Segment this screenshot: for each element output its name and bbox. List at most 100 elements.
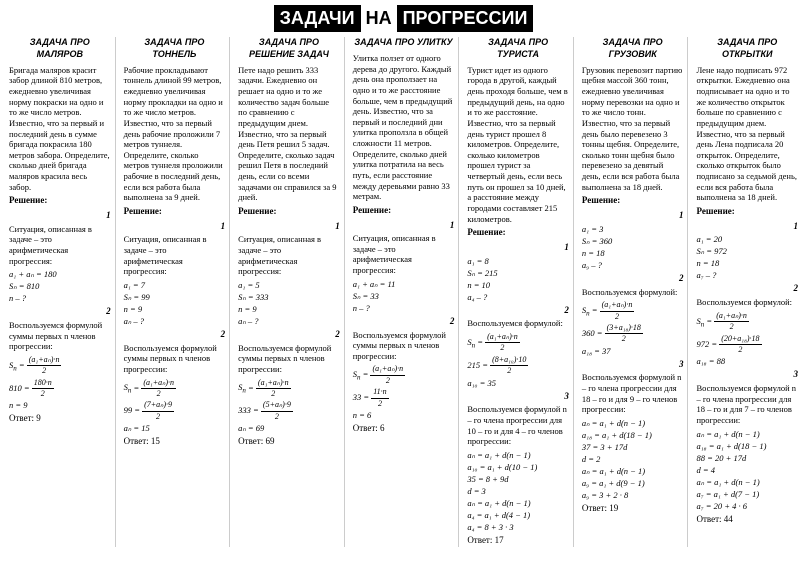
col-title: ЗАДАЧА ПРО ТУРИСТА	[467, 37, 569, 60]
f: a₁ = 7	[124, 280, 226, 291]
col-title: ЗАДАЧА ПРО МАЛЯРОВ	[9, 37, 111, 60]
f: a₉ – ?	[582, 260, 684, 271]
columns-container: ЗАДАЧА ПРО МАЛЯРОВ Бригада маляров краси…	[5, 37, 802, 546]
f: 88 = 20 + 17d	[696, 453, 798, 464]
f: n – ?	[9, 293, 111, 304]
desc: Воспользуемся формулой суммы первых n чл…	[9, 320, 111, 352]
f: aₙ = a₁ + d(n − 1)	[582, 418, 684, 429]
problem: Улитка ползет от одного дерева до другог…	[353, 53, 455, 202]
f: a₁₈ = a₁ + d(18 − 1)	[696, 441, 798, 452]
f: a₁₈ = 88	[696, 356, 798, 367]
f: Sₙ = 215	[467, 268, 569, 279]
f: n = 10	[467, 280, 569, 291]
desc: Воспользуемся формулой:	[696, 297, 798, 308]
f: aₙ = a₁ + d(n − 1)	[582, 466, 684, 477]
f: 35 = 8 + 9d	[467, 474, 569, 485]
f: a₇ – ?	[696, 270, 798, 281]
step: 2	[582, 273, 684, 285]
f: d = 2	[582, 454, 684, 465]
f: a₁₀ = 35	[467, 378, 569, 389]
desc: Воспользуемся формулой суммы первых n чл…	[124, 343, 226, 375]
f: Sₙ = 810	[9, 281, 111, 292]
sol-label: Решение:	[582, 195, 684, 207]
f: aₙ = a₁ + d(n − 1)	[696, 477, 798, 488]
desc: Ситуация, описанная в задаче – это арифм…	[238, 234, 340, 277]
step: 3	[582, 359, 684, 371]
f: Sn = (a₁+aₙ)·n2	[582, 300, 684, 322]
f: Sn = (a₁+aₙ)·n2	[467, 332, 569, 354]
step: 2	[238, 329, 340, 341]
desc: Воспользуемся формулой n – го члена прог…	[582, 372, 684, 415]
f: a₁ = 8	[467, 256, 569, 267]
desc: Ситуация, описанная в задаче – это арифм…	[124, 234, 226, 277]
f: a₁₈ = a₁ + d(18 − 1)	[582, 430, 684, 441]
f: n = 9	[238, 304, 340, 315]
col-5: ЗАДАЧА ПРО ТУРИСТА Турист идет из одного…	[463, 37, 574, 546]
desc: Воспользуемся формулой суммы первых n чл…	[353, 330, 455, 362]
col-2: ЗАДАЧА ПРО ТОННЕЛЬ Рабочие прокладывают …	[120, 37, 231, 546]
desc: Ситуация, описанная в задаче – это арифм…	[353, 233, 455, 276]
problem: Бригада маляров красит забор длиной 810 …	[9, 65, 111, 193]
f: n = 18	[582, 248, 684, 259]
answer: Ответ: 15	[124, 436, 226, 448]
f: n – ?	[353, 303, 455, 314]
f: 33 = 11·n2	[353, 387, 455, 409]
f: aₙ = a₁ + d(n − 1)	[467, 498, 569, 509]
f: Sₙ = 972	[696, 246, 798, 257]
step: 2	[467, 305, 569, 317]
f: Sₙ = 33	[353, 291, 455, 302]
f: Sₙ = 360	[582, 236, 684, 247]
f: aₙ = a₁ + d(n − 1)	[467, 450, 569, 461]
answer: Ответ: 19	[582, 503, 684, 515]
f: Sₙ = 99	[124, 292, 226, 303]
step: 2	[353, 316, 455, 328]
col-title: ЗАДАЧА ПРО ОТКРЫТКИ	[696, 37, 798, 60]
problem: Лене надо подписать 972 открытки. Ежедне…	[696, 65, 798, 203]
col-title: ЗАДАЧА ПРО ГРУЗОВИК	[582, 37, 684, 60]
problem: Пете надо решить 333 задачи. Ежедневно о…	[238, 65, 340, 203]
f: Sn = (a₁+aₙ)·n2	[238, 378, 340, 400]
step: 3	[467, 391, 569, 403]
problem: Турист идет из одного города в другой, к…	[467, 65, 569, 224]
f: a₉ = a₁ + d(9 − 1)	[582, 478, 684, 489]
f: a₁₀ = a₁ + d(10 − 1)	[467, 462, 569, 473]
desc: Воспользуемся формулой n – го члена прог…	[696, 383, 798, 426]
step: 1	[582, 210, 684, 222]
step: 1	[238, 221, 340, 233]
desc: Ситуация, описанная в задаче – это арифм…	[9, 224, 111, 267]
f: 333 = (5+aₙ)·92	[238, 400, 340, 422]
f: n = 6	[353, 410, 455, 421]
step: 1	[353, 220, 455, 232]
col-7: ЗАДАЧА ПРО ОТКРЫТКИ Лене надо подписать …	[692, 37, 802, 546]
f: Sn = (a₁+aₙ)·n2	[696, 311, 798, 333]
f: aₙ = 69	[238, 423, 340, 434]
problem: Грузовик перевозит партию щебня массой 3…	[582, 65, 684, 193]
f: aₙ = 15	[124, 423, 226, 434]
page-title: ЗАДАЧИ НА ПРОГРЕССИИ	[5, 5, 802, 32]
f: a₄ = 8 + 3 · 3	[467, 522, 569, 533]
desc: Воспользуемся формулой:	[467, 318, 569, 329]
col-title: ЗАДАЧА ПРО УЛИТКУ	[353, 37, 455, 49]
f: d = 4	[696, 465, 798, 476]
step: 2	[124, 329, 226, 341]
f: 37 = 3 + 17d	[582, 442, 684, 453]
f: n = 9	[124, 304, 226, 315]
answer: Ответ: 9	[9, 413, 111, 425]
f: a₁ + aₙ = 180	[9, 269, 111, 280]
f: a₁ + aₙ = 11	[353, 279, 455, 290]
f: d = 3	[467, 486, 569, 497]
sol-label: Решение:	[238, 206, 340, 218]
problem: Рабочие прокладывают тоннель длиной 99 м…	[124, 65, 226, 203]
answer: Ответ: 44	[696, 514, 798, 526]
answer: Ответ: 69	[238, 436, 340, 448]
desc: Воспользуемся формулой:	[582, 287, 684, 298]
col-6: ЗАДАЧА ПРО ГРУЗОВИК Грузовик перевозит п…	[578, 37, 689, 546]
col-4: ЗАДАЧА ПРО УЛИТКУ Улитка ползет от одног…	[349, 37, 460, 546]
f: a₁ = 20	[696, 234, 798, 245]
f: a₇ = 20 + 4 · 6	[696, 501, 798, 512]
f: 215 = (8+a₁₀)·102	[467, 355, 569, 377]
f: a₁ = 3	[582, 224, 684, 235]
f: Sn = (a₁+aₙ)·n2	[353, 364, 455, 386]
step: 2	[696, 283, 798, 295]
col-title: ЗАДАЧА ПРО ТОННЕЛЬ	[124, 37, 226, 60]
